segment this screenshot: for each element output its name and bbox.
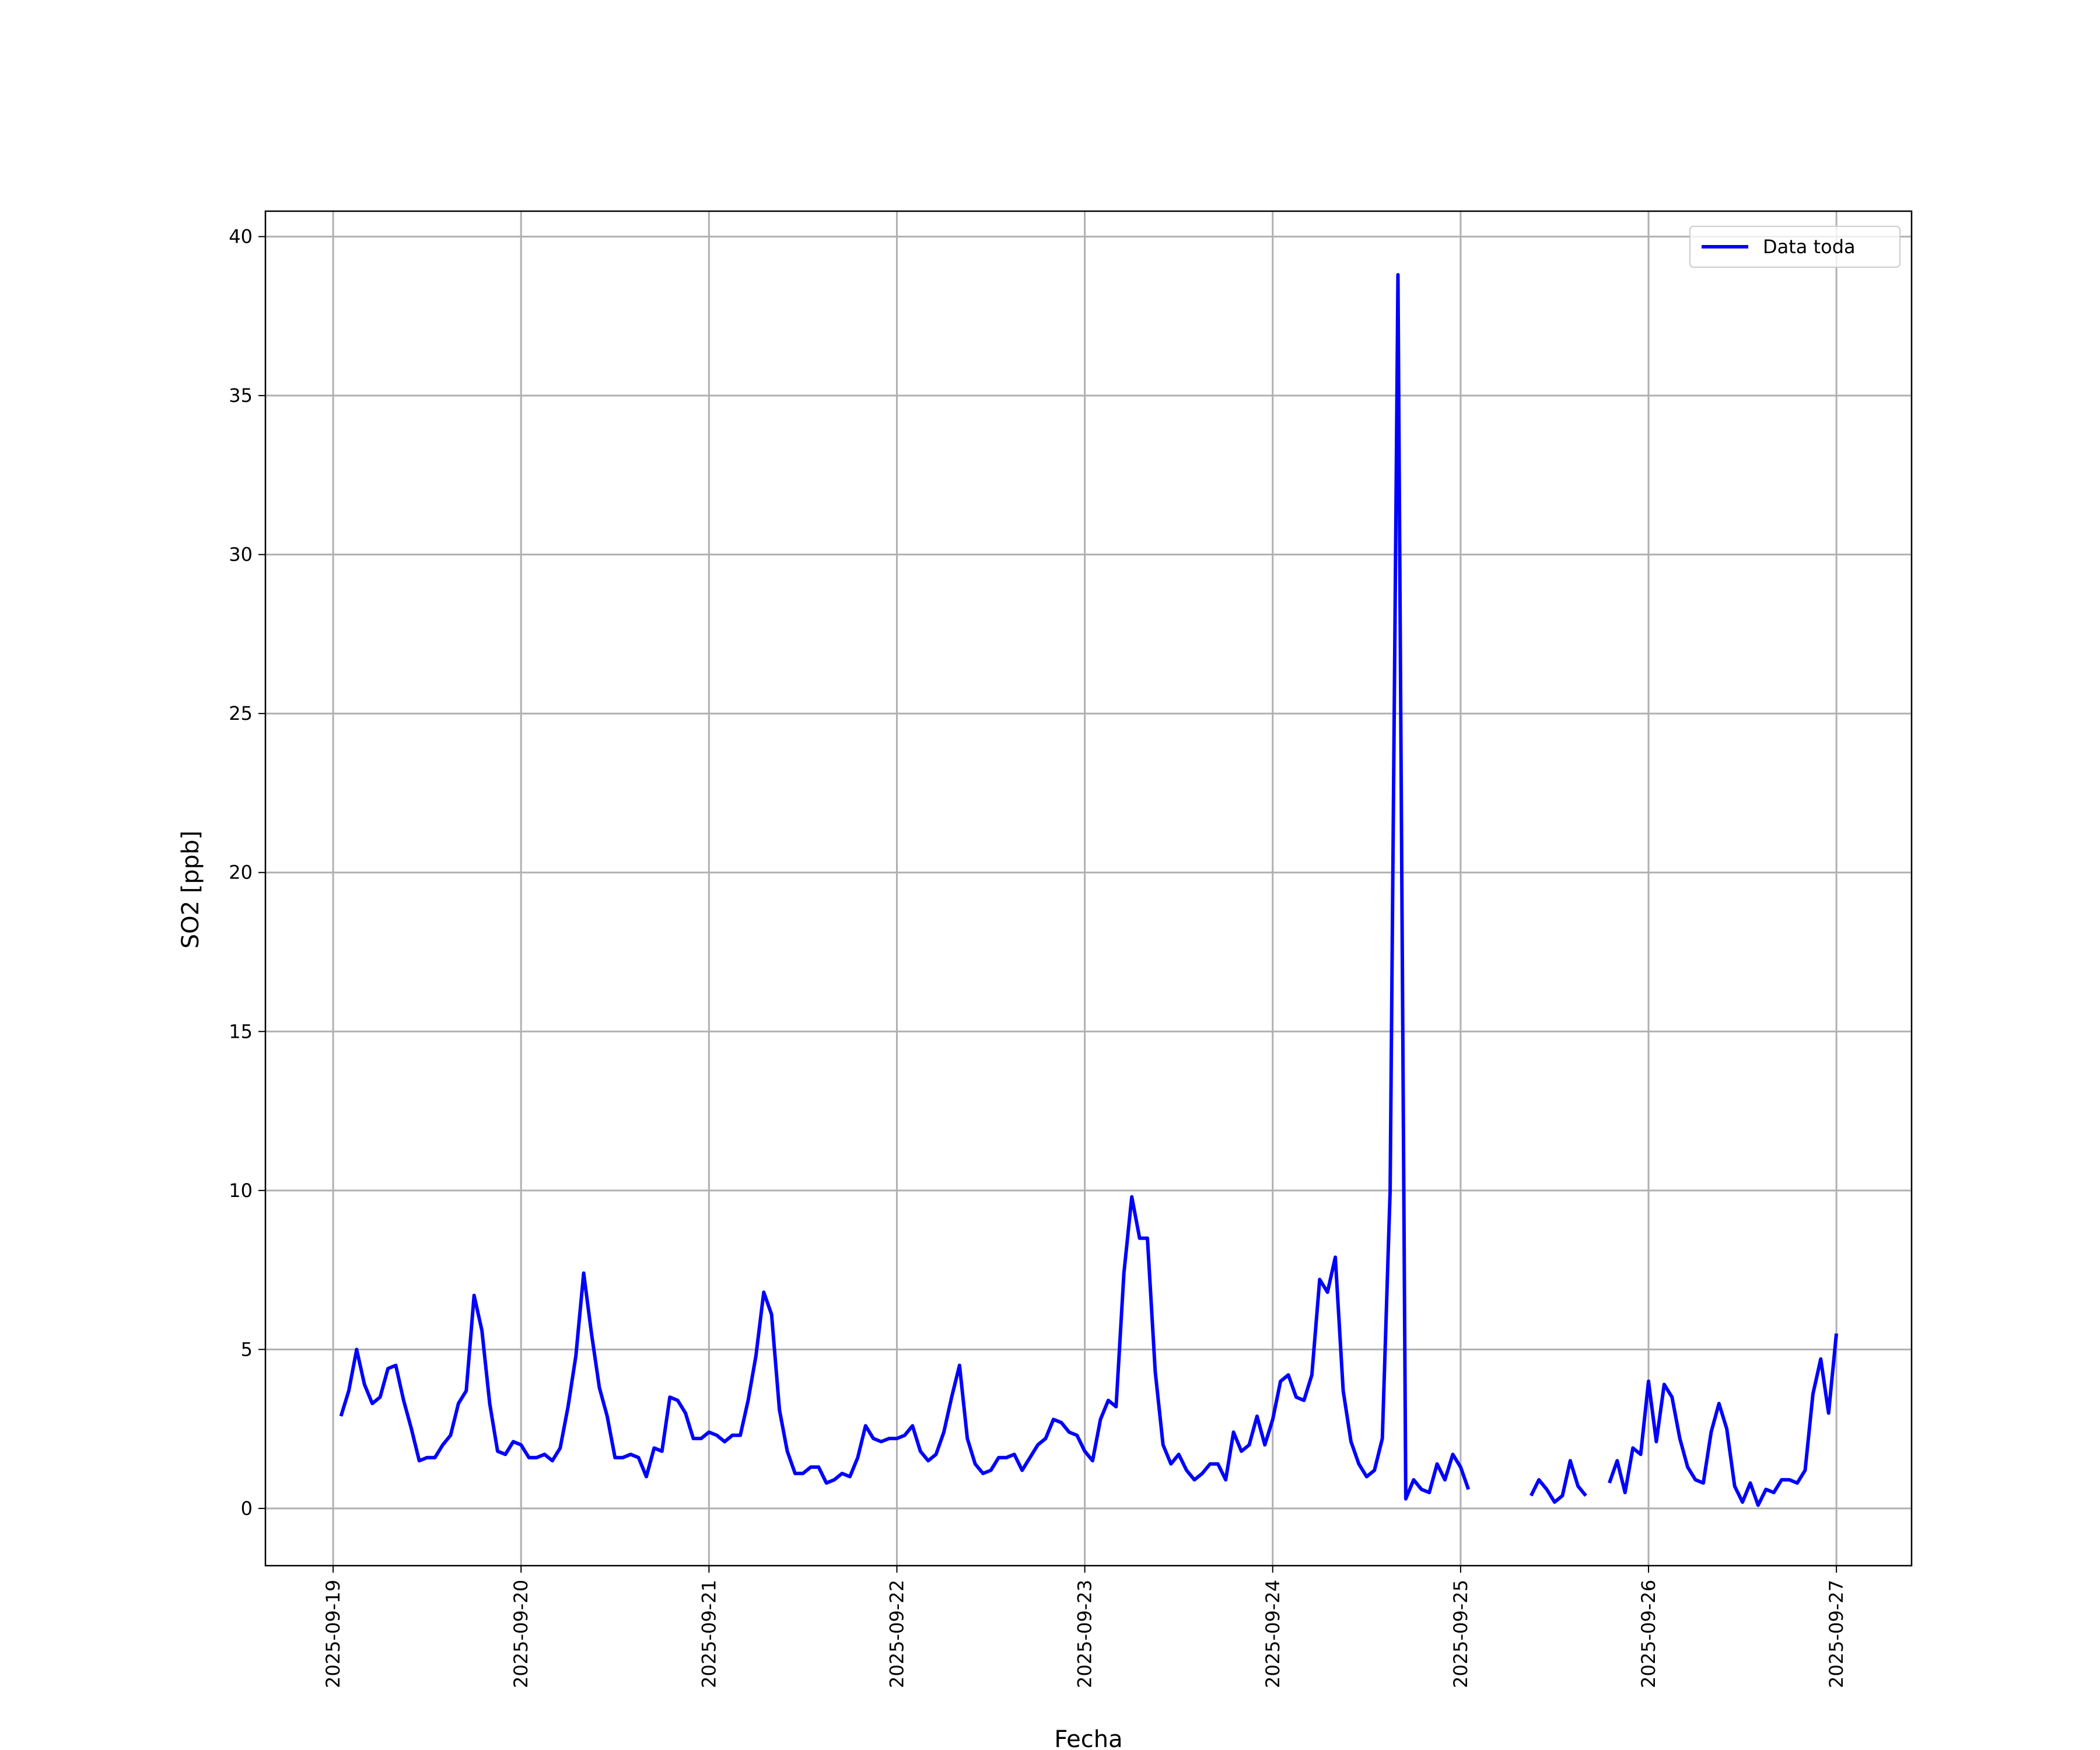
y-tick-label: 25 <box>229 702 253 724</box>
y-tick-label: 15 <box>229 1020 253 1042</box>
y-tick-label: 40 <box>229 226 253 248</box>
legend-label: Data toda <box>1763 236 1856 258</box>
x-tick-label: 2025-09-19 <box>322 1580 344 1688</box>
y-tick-label: 35 <box>229 384 253 407</box>
legend-box <box>1689 226 1901 268</box>
x-tick-label: 2025-09-24 <box>1262 1580 1284 1688</box>
y-tick-label: 30 <box>229 544 253 566</box>
data-line <box>1608 1333 1839 1507</box>
y-tick-label: 10 <box>229 1180 253 1202</box>
x-tick-label: 2025-09-26 <box>1637 1580 1660 1688</box>
x-axis-label: Fecha <box>1054 1726 1122 1750</box>
x-tick-label: 2025-09-25 <box>1450 1580 1472 1688</box>
data-line <box>339 273 1471 1501</box>
x-tick-label: 2025-09-27 <box>1825 1580 1847 1688</box>
y-tick-label: 20 <box>229 862 253 884</box>
plot-frame <box>264 210 1913 1567</box>
x-tick-label: 2025-09-20 <box>510 1580 532 1688</box>
data-line <box>1530 1459 1587 1504</box>
y-tick-label: 0 <box>241 1497 253 1520</box>
y-axis-label: SO2 [ppb] <box>177 831 204 949</box>
y-tick-label: 5 <box>241 1338 253 1360</box>
x-tick-label: 2025-09-21 <box>698 1580 720 1688</box>
x-tick-label: 2025-09-23 <box>1074 1580 1096 1688</box>
x-tick-label: 2025-09-22 <box>886 1580 908 1688</box>
